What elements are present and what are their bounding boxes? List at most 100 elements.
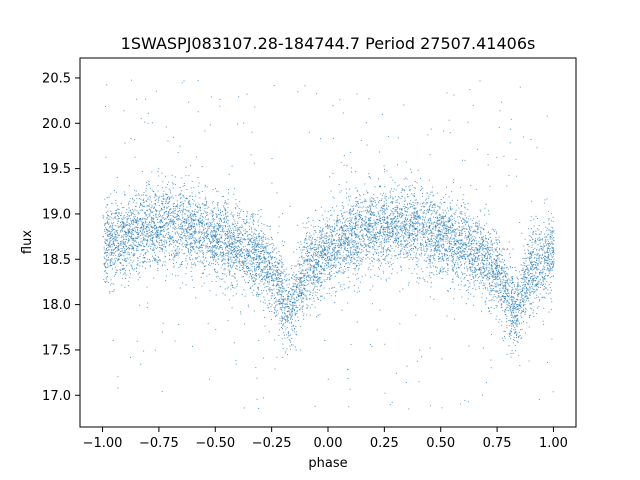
data-point bbox=[478, 286, 480, 288]
data-point bbox=[230, 288, 232, 290]
data-point bbox=[151, 201, 152, 203]
data-point bbox=[273, 85, 275, 86]
data-point bbox=[521, 282, 523, 283]
data-point bbox=[401, 225, 403, 227]
data-point bbox=[293, 310, 295, 312]
data-point bbox=[195, 258, 197, 260]
data-point bbox=[326, 225, 328, 227]
data-point bbox=[446, 228, 447, 230]
data-point bbox=[288, 296, 290, 298]
data-point bbox=[307, 274, 309, 276]
data-point bbox=[190, 214, 192, 216]
data-point bbox=[478, 268, 479, 270]
data-point bbox=[330, 287, 332, 289]
data-point bbox=[171, 273, 173, 275]
data-point bbox=[151, 244, 153, 246]
data-point bbox=[416, 227, 418, 229]
data-point bbox=[312, 219, 314, 221]
data-point bbox=[408, 249, 410, 251]
data-point bbox=[495, 255, 497, 257]
data-point bbox=[437, 234, 438, 236]
data-point bbox=[114, 190, 116, 191]
data-point bbox=[508, 241, 510, 243]
data-point bbox=[259, 251, 261, 252]
data-point bbox=[439, 234, 441, 236]
data-point bbox=[188, 238, 190, 240]
data-point bbox=[220, 267, 222, 269]
data-point bbox=[316, 259, 318, 261]
data-point bbox=[317, 276, 319, 278]
data-point bbox=[276, 288, 278, 290]
data-point bbox=[383, 234, 385, 235]
data-point bbox=[296, 297, 298, 299]
data-point bbox=[551, 213, 553, 215]
data-point bbox=[312, 255, 314, 257]
data-point bbox=[381, 213, 383, 215]
data-point bbox=[231, 235, 233, 237]
data-point bbox=[424, 234, 426, 236]
data-point bbox=[242, 260, 244, 262]
data-point bbox=[260, 230, 262, 232]
data-point bbox=[282, 312, 283, 314]
data-point bbox=[484, 275, 486, 277]
data-point bbox=[515, 301, 516, 302]
data-point bbox=[442, 238, 444, 240]
data-point bbox=[198, 237, 200, 239]
data-point bbox=[534, 254, 536, 255]
data-point bbox=[369, 236, 371, 238]
data-point bbox=[253, 259, 255, 261]
data-point bbox=[478, 251, 480, 253]
data-point bbox=[482, 247, 483, 249]
data-point bbox=[135, 205, 137, 207]
data-point bbox=[177, 232, 178, 234]
data-point bbox=[498, 283, 500, 285]
data-point bbox=[238, 269, 240, 271]
data-point bbox=[392, 227, 393, 229]
data-point bbox=[311, 241, 313, 243]
data-point bbox=[383, 211, 385, 213]
data-point bbox=[191, 223, 193, 225]
data-point bbox=[433, 204, 435, 206]
data-point bbox=[439, 222, 441, 224]
data-point bbox=[288, 278, 290, 280]
data-point bbox=[471, 234, 472, 236]
data-point bbox=[342, 251, 344, 253]
data-point bbox=[194, 215, 196, 217]
data-point bbox=[309, 276, 311, 278]
data-point bbox=[524, 285, 526, 287]
data-point bbox=[351, 251, 353, 253]
data-point bbox=[279, 260, 281, 261]
data-point bbox=[239, 239, 241, 241]
data-point bbox=[462, 232, 464, 234]
data-point bbox=[433, 235, 435, 237]
data-point bbox=[467, 208, 469, 210]
data-point bbox=[462, 222, 463, 224]
data-point bbox=[389, 404, 391, 406]
data-point bbox=[154, 349, 156, 351]
data-point bbox=[507, 299, 509, 301]
data-point bbox=[410, 248, 411, 250]
data-point bbox=[225, 225, 226, 227]
data-point bbox=[253, 310, 255, 312]
data-point bbox=[437, 244, 439, 246]
data-point bbox=[152, 255, 153, 257]
data-point bbox=[474, 261, 475, 263]
data-point bbox=[473, 277, 475, 279]
data-point bbox=[336, 272, 337, 274]
data-point bbox=[194, 205, 196, 206]
data-point bbox=[211, 256, 213, 258]
data-point bbox=[216, 241, 218, 243]
data-point bbox=[505, 321, 507, 323]
data-point bbox=[186, 267, 187, 269]
data-point bbox=[362, 259, 364, 261]
data-point bbox=[222, 258, 224, 260]
data-point bbox=[529, 287, 531, 289]
data-point bbox=[387, 235, 389, 237]
data-point bbox=[305, 290, 307, 292]
data-point bbox=[398, 226, 400, 228]
data-point bbox=[401, 208, 403, 210]
data-point bbox=[475, 240, 477, 242]
data-point bbox=[143, 226, 145, 228]
data-point bbox=[416, 223, 418, 225]
data-point bbox=[375, 224, 376, 226]
